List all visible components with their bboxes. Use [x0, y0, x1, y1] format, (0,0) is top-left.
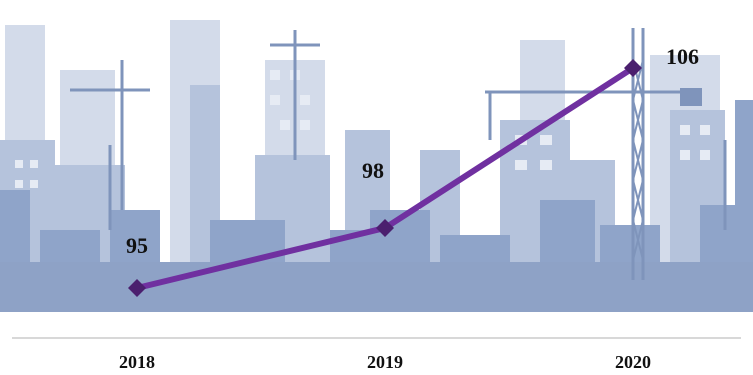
data-label-2018: 95: [126, 233, 148, 258]
x-tick-label-2018: 2018: [119, 352, 155, 372]
x-tick-label-2020: 2020: [615, 352, 651, 372]
data-label-2020: 106: [666, 44, 699, 69]
x-axis-tick-labels: 2018 2019 2020: [119, 352, 651, 372]
data-label-2019: 98: [362, 158, 384, 183]
x-tick-label-2019: 2019: [367, 352, 403, 372]
